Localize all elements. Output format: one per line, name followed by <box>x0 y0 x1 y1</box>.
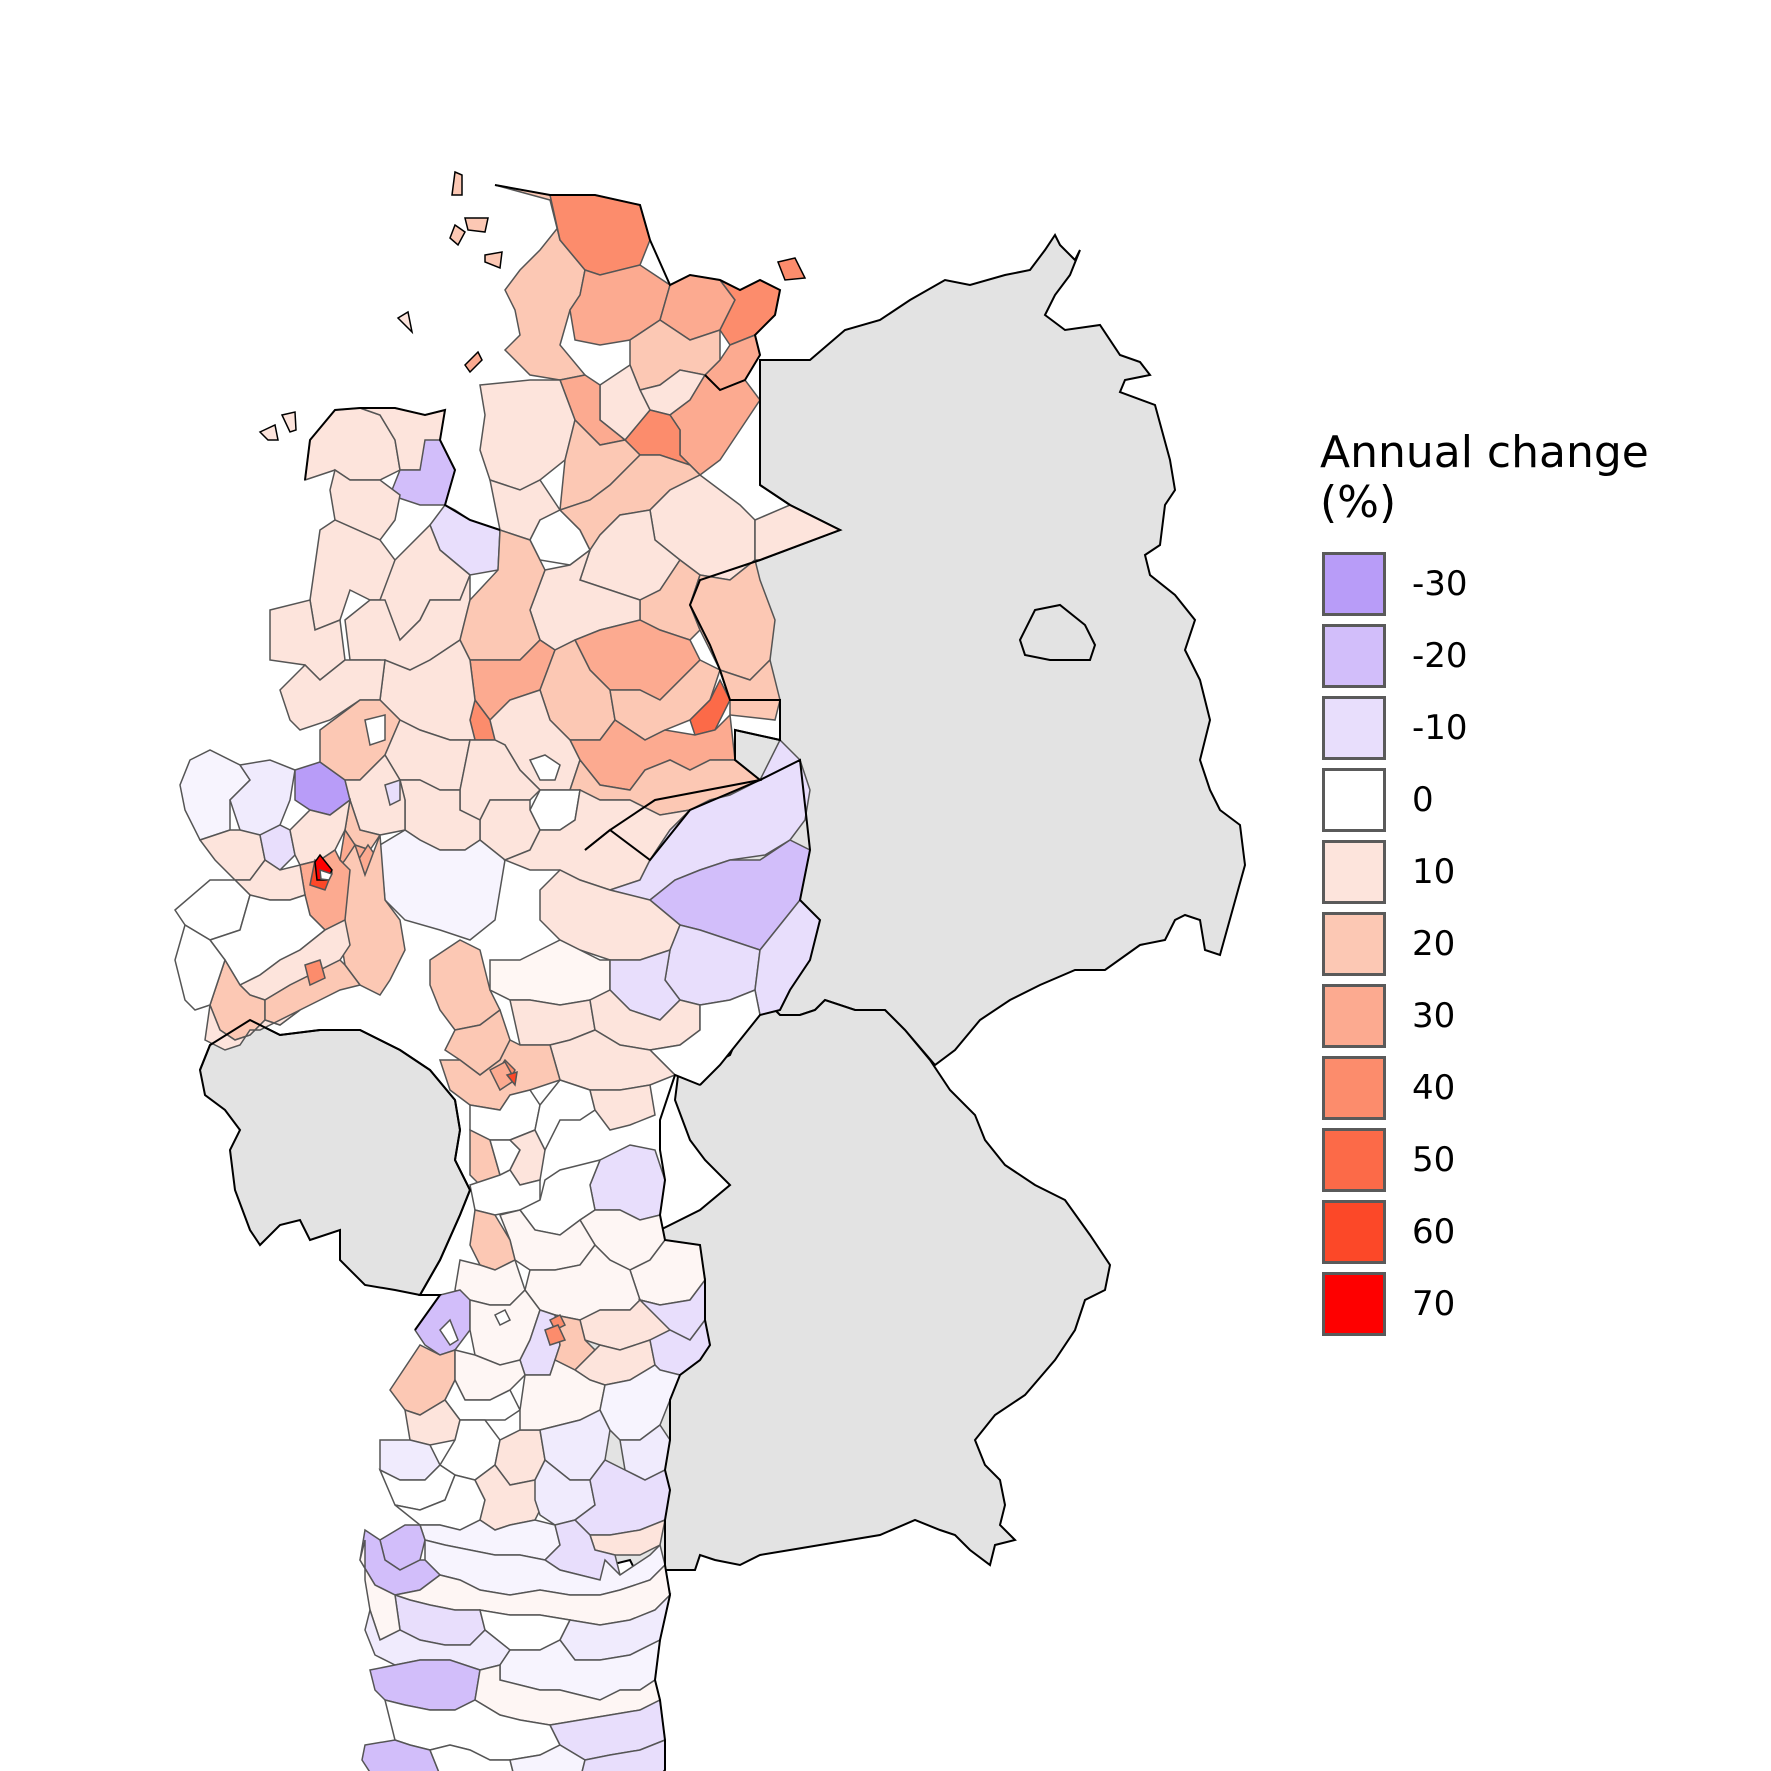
district <box>534 1079 596 1152</box>
legend-item: 20 <box>1320 908 1720 980</box>
legend-swatch <box>1322 552 1386 616</box>
legend-item: 50 <box>1320 1124 1720 1196</box>
legend-label: -20 <box>1412 636 1468 676</box>
island <box>449 223 466 247</box>
legend-items: -30 -20 -10 0 10 20 30 40 50 60 70 <box>1320 548 1720 1340</box>
district <box>204 1002 301 1051</box>
legend: Annual change (%) -30 -20 -10 0 10 20 30 40 50 60… <box>1320 428 1720 1340</box>
legend-swatch <box>1322 1128 1386 1192</box>
legend-swatch <box>1322 624 1386 688</box>
district <box>719 279 781 346</box>
border-lower-saxony-east <box>584 360 843 851</box>
legend-item: 10 <box>1320 836 1720 908</box>
legend-item: 70 <box>1320 1268 1720 1340</box>
district <box>319 868 334 881</box>
berlin-hole <box>1018 603 1097 661</box>
border-bw-east <box>653 1073 712 1771</box>
legend-title-line1: Annual change <box>1320 427 1649 478</box>
border-west-nrw <box>304 407 501 531</box>
legend-item: 30 <box>1320 980 1720 1052</box>
border-rlp-saar <box>199 1018 472 1331</box>
district <box>505 1070 518 1087</box>
border-hesse-east <box>584 758 822 1086</box>
district <box>718 658 781 721</box>
legend-swatch <box>1322 1200 1386 1264</box>
legend-item: 60 <box>1320 1196 1720 1268</box>
district <box>379 829 506 941</box>
legend-swatch <box>1322 912 1386 976</box>
district <box>384 778 401 807</box>
legend-label: 0 <box>1412 780 1434 820</box>
district <box>174 923 226 1011</box>
legend-label: 10 <box>1412 852 1456 892</box>
legend-label: 60 <box>1412 1212 1456 1252</box>
district <box>428 1744 514 1771</box>
district <box>493 1308 512 1327</box>
legend-swatch <box>1322 696 1386 760</box>
state-saarland-rlp <box>198 1018 472 1297</box>
legend-title-line2: (%) <box>1320 477 1397 528</box>
island <box>484 251 503 270</box>
legend-label: 40 <box>1412 1068 1456 1108</box>
island <box>776 257 807 281</box>
district <box>589 1144 666 1221</box>
island <box>280 411 297 433</box>
legend-item: -30 <box>1320 548 1720 620</box>
legend-swatch <box>1322 840 1386 904</box>
district <box>364 714 386 746</box>
district <box>439 1318 459 1347</box>
district <box>528 754 561 781</box>
district <box>509 1744 586 1771</box>
legend-label: -10 <box>1412 708 1468 748</box>
legend-title: Annual change (%) <box>1320 428 1720 528</box>
district <box>279 659 386 731</box>
island <box>258 423 279 441</box>
district <box>479 379 576 491</box>
state-borders <box>199 184 843 1771</box>
legend-swatch <box>1322 1056 1386 1120</box>
legend-label: 30 <box>1412 996 1456 1036</box>
district <box>414 1289 471 1356</box>
legend-item: 40 <box>1320 1052 1720 1124</box>
legend-label: 20 <box>1412 924 1456 964</box>
district <box>361 1739 440 1771</box>
district <box>304 959 326 987</box>
island <box>451 170 463 196</box>
legend-swatch <box>1322 768 1386 832</box>
legend-swatch <box>1322 984 1386 1048</box>
legend-item: -20 <box>1320 620 1720 692</box>
island <box>396 310 414 335</box>
district <box>544 1324 567 1346</box>
data-districts <box>174 170 842 1771</box>
district <box>581 1738 666 1771</box>
border-schleswig-holstein <box>494 184 782 392</box>
district <box>289 798 352 866</box>
district <box>589 1084 656 1131</box>
legend-label: 50 <box>1412 1140 1456 1180</box>
legend-label: 70 <box>1412 1284 1456 1324</box>
legend-item: 0 <box>1320 764 1720 836</box>
district <box>179 749 251 841</box>
island <box>464 350 483 374</box>
district <box>329 468 401 541</box>
legend-item: -10 <box>1320 692 1720 764</box>
legend-swatch <box>1322 1272 1386 1336</box>
island <box>464 217 489 233</box>
legend-label: -30 <box>1412 564 1468 604</box>
